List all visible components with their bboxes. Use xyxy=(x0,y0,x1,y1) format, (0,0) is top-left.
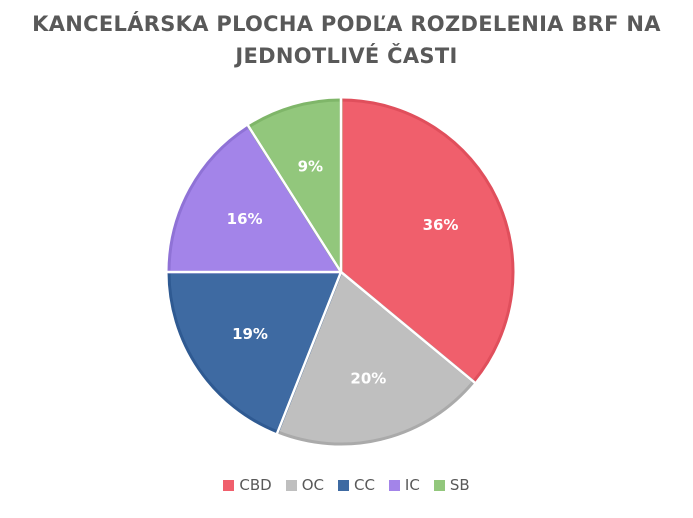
legend-swatch-cbd xyxy=(223,479,235,491)
legend-label-sb: SB xyxy=(449,476,470,494)
slice-label-cbd: 36% xyxy=(423,216,459,234)
legend-label-cbd: CBD xyxy=(239,476,272,494)
chart-title: KANCELÁRSKA PLOCHA PODĽA ROZDELENIA BRF … xyxy=(0,8,693,72)
chart-title-line-2: JEDNOTLIVÉ ČASTI xyxy=(235,44,458,68)
slice-label-ic: 16% xyxy=(227,210,263,228)
legend-item-cc: CC xyxy=(337,476,375,494)
legend-label-oc: OC xyxy=(301,476,324,494)
slice-separator xyxy=(340,271,476,384)
slice-separator xyxy=(246,124,343,273)
pie-slice-cbd xyxy=(339,98,515,384)
pie-slice-ic xyxy=(167,125,343,274)
pie-slice-oc xyxy=(276,270,476,446)
legend-swatch-sb xyxy=(433,479,445,491)
slice-label-oc: 20% xyxy=(350,370,386,388)
legend-label-ic: IC xyxy=(404,476,420,494)
pie-slice-cc xyxy=(167,270,343,434)
slice-label-sb: 9% xyxy=(298,157,323,175)
chart-legend: CBD OC CC IC SB xyxy=(0,476,693,494)
pie-slices xyxy=(167,98,515,446)
legend-swatch-cc xyxy=(337,479,349,491)
legend-swatch-oc xyxy=(285,479,297,491)
legend-swatch-ic xyxy=(388,479,400,491)
chart-title-line-1: KANCELÁRSKA PLOCHA PODĽA ROZDELENIA BRF … xyxy=(32,12,661,36)
slice-separator xyxy=(275,271,343,435)
slice-label-cc: 19% xyxy=(232,325,268,343)
pie-slice-sb xyxy=(247,98,343,274)
legend-item-cbd: CBD xyxy=(223,476,272,494)
legend-item-ic: IC xyxy=(388,476,420,494)
legend-label-cc: CC xyxy=(353,476,375,494)
pie-labels: 36% 20% 19% 16% 9% xyxy=(227,157,459,387)
legend-item-sb: SB xyxy=(433,476,470,494)
legend-item-oc: OC xyxy=(285,476,324,494)
